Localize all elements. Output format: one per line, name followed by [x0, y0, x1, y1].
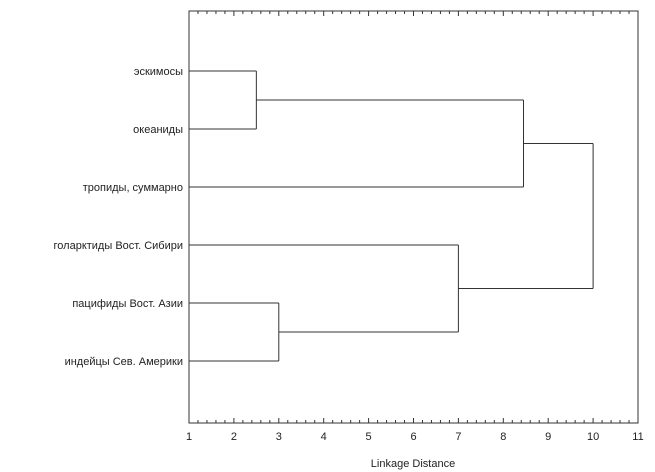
- dendrogram-branches: [189, 70, 594, 362]
- x-axis-title: Linkage Distance: [371, 458, 455, 470]
- x-tick-label: 6: [410, 431, 416, 443]
- leaf-label: голарктиды Вост. Сибири: [54, 240, 183, 252]
- leaf-labels: эскимосы океаниды тропиды, суммарно голаркт…: [54, 66, 184, 368]
- x-tick-label: 9: [545, 431, 551, 443]
- x-axis-ticks: 1 2 3 4 5 6 7 8 9 10 11: [186, 11, 644, 443]
- x-tick-label: 5: [366, 431, 372, 443]
- x-tick-label: 4: [321, 431, 327, 443]
- x-tick-label: 10: [587, 431, 599, 443]
- x-tick-label: 11: [632, 431, 643, 443]
- leaf-label: эскимосы: [134, 66, 183, 78]
- leaf-label: тропиды, суммарно: [83, 182, 183, 194]
- x-tick-label: 7: [455, 431, 461, 443]
- leaf-label: океаниды: [133, 124, 183, 136]
- x-tick-label: 3: [276, 431, 282, 443]
- leaf-label: пацифиды Вост. Азии: [72, 298, 183, 310]
- x-tick-label: 2: [231, 431, 237, 443]
- x-tick-label: 1: [186, 431, 192, 443]
- x-tick-label: 8: [500, 431, 506, 443]
- leaf-label: индейцы Сев. Америки: [65, 356, 183, 368]
